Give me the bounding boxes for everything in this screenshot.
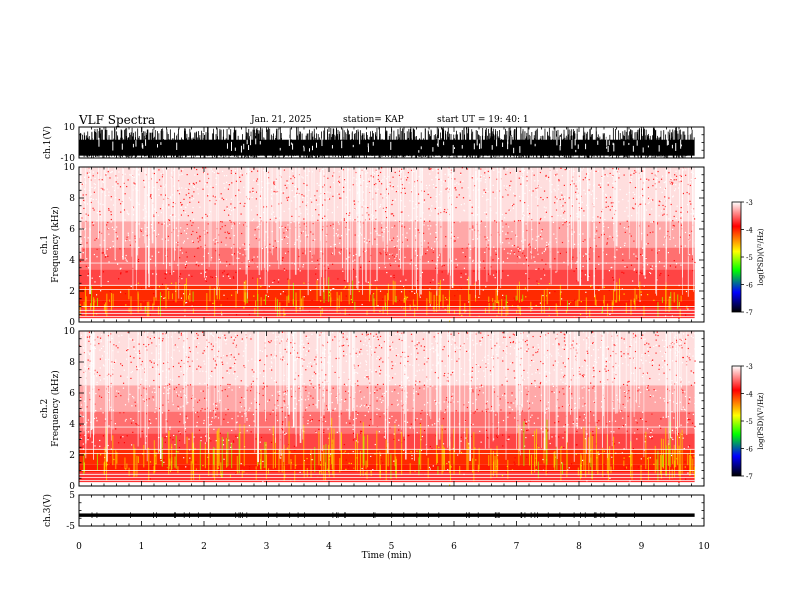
ytick-label: 6 <box>69 225 75 235</box>
colorbar-tick: -5 <box>746 254 753 262</box>
ytick-label: -5 <box>66 522 75 532</box>
colorbar-tick: -4 <box>746 227 753 235</box>
xtick-label: 8 <box>576 542 582 552</box>
ylabel: ch.2 <box>40 399 50 418</box>
xtick-label: 3 <box>264 542 270 552</box>
colorbar <box>731 365 742 477</box>
ytick-label: 10 <box>64 163 76 173</box>
colorbar-tick: -6 <box>746 282 753 290</box>
ytick-label: 6 <box>69 389 75 399</box>
ylabel-frequency: Frequency (kHz) <box>50 370 61 447</box>
ytick-label: 10 <box>64 123 76 133</box>
ylabel: ch.1 <box>40 235 50 254</box>
ytick-label: 2 <box>69 451 75 461</box>
colorbar-tick: -7 <box>746 309 753 317</box>
xtick-label: 1 <box>139 542 145 552</box>
colorbar-tick: -3 <box>746 363 753 371</box>
colorbar-tick: -5 <box>746 418 753 426</box>
xtick-label: 9 <box>639 542 645 552</box>
ylabel: ch.3(V) <box>42 494 53 527</box>
ytick-label: 5 <box>69 491 75 501</box>
chart-title: VLF Spectra <box>79 113 156 127</box>
ytick-label: 4 <box>69 420 75 430</box>
xtick-label: 6 <box>451 542 457 552</box>
ytick-label: 0 <box>69 318 75 328</box>
spectrogram-2 <box>79 331 696 486</box>
xtick-label: 2 <box>201 542 207 552</box>
colorbar-label: log(PSD)(V²/Hz) <box>757 392 765 449</box>
ylabel: ch.1(V) <box>42 126 53 159</box>
date-label: Jan. 21, 2025 <box>251 115 312 125</box>
xtick-label: 0 <box>76 542 82 552</box>
xaxis-label: Time (min) <box>362 550 412 561</box>
ytick-label: 8 <box>69 194 75 204</box>
colorbar-label: log(PSD)(V²/Hz) <box>757 228 765 285</box>
start-time-label: start UT = 19: 40: 1 <box>437 115 529 125</box>
ytick-label: -10 <box>61 154 76 164</box>
ytick-label: 0 <box>69 482 75 492</box>
xtick-label: 7 <box>514 542 520 552</box>
xtick-label: 10 <box>698 542 710 552</box>
xtick-label: 4 <box>326 542 332 552</box>
ch1-waveform <box>78 127 695 158</box>
colorbar-tick: -3 <box>746 199 753 207</box>
colorbar <box>731 201 742 313</box>
ch3-waveform <box>79 512 695 518</box>
station-label: station= KAP <box>343 115 404 125</box>
spectrogram-1 <box>79 167 696 322</box>
colorbar-tick: -7 <box>746 473 753 481</box>
colorbar-tick: -4 <box>746 391 753 399</box>
ytick-label: 4 <box>69 256 75 266</box>
ytick-label: 10 <box>64 327 76 337</box>
ylabel-frequency: Frequency (kHz) <box>50 206 61 283</box>
ytick-label: 2 <box>69 287 75 297</box>
xtick-label: 5 <box>389 542 395 552</box>
colorbar-tick: -6 <box>746 446 753 454</box>
ytick-label: 8 <box>69 358 75 368</box>
